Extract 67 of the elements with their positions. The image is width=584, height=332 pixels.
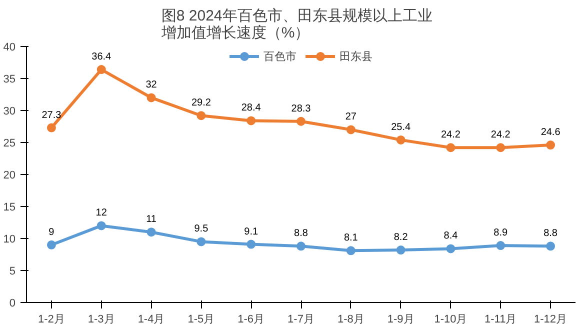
data-label: 12 xyxy=(96,208,108,219)
point xyxy=(346,125,356,134)
data-label: 29.2 xyxy=(191,98,212,109)
point xyxy=(546,140,556,150)
point xyxy=(496,241,506,250)
data-label: 8.9 xyxy=(494,228,508,239)
x-tick-label: 1-2月 xyxy=(38,314,65,326)
data-label: 8.1 xyxy=(344,232,358,244)
data-label: 8.2 xyxy=(394,232,408,244)
point xyxy=(196,237,206,246)
y-tick-label: 10 xyxy=(3,234,16,246)
data-label: 28.4 xyxy=(241,102,262,114)
data-label: 27.3 xyxy=(42,110,62,121)
x-tick-label: 1-12月 xyxy=(534,314,568,326)
data-label: 24.2 xyxy=(440,130,461,141)
x-tick-label: 1-6月 xyxy=(238,314,265,326)
point xyxy=(96,65,106,74)
data-label: 27 xyxy=(345,112,357,123)
legend-label: 田东县 xyxy=(340,50,372,64)
data-label: 32 xyxy=(146,80,158,91)
point xyxy=(296,116,306,126)
y-tick-label: 5 xyxy=(9,266,16,278)
data-label: 9.5 xyxy=(194,224,209,235)
data-label: 24.6 xyxy=(540,127,561,138)
point xyxy=(546,242,556,251)
x-tick-label: 1-5月 xyxy=(188,314,215,326)
point xyxy=(146,93,156,102)
point xyxy=(196,111,206,120)
point xyxy=(396,135,406,144)
y-tick-label: 15 xyxy=(3,202,16,214)
point xyxy=(246,240,256,249)
y-tick-label: 25 xyxy=(3,138,16,150)
data-label: 11 xyxy=(146,214,157,226)
data-label: 9.1 xyxy=(244,226,258,238)
x-tick-label: 1-3月 xyxy=(88,314,115,326)
x-tick-label: 1-4月 xyxy=(138,314,165,326)
data-label: 36.4 xyxy=(92,52,112,63)
x-tick-label: 1-11月 xyxy=(484,314,517,326)
point xyxy=(446,244,456,254)
data-label: 9 xyxy=(48,226,55,238)
point xyxy=(246,116,256,126)
y-tick-label: 40 xyxy=(3,42,16,54)
point xyxy=(296,242,306,251)
point xyxy=(46,240,56,250)
point xyxy=(446,143,456,152)
data-label: 8.4 xyxy=(444,230,458,242)
chart-title: 图8 2024年百色市、田东县规模以上工业增加值增长速度（%） xyxy=(160,8,432,42)
point xyxy=(346,246,356,256)
point xyxy=(46,123,56,132)
y-tick-label: 0 xyxy=(9,298,16,310)
x-tick-label: 1-9月 xyxy=(387,314,414,326)
data-label: 24.2 xyxy=(490,130,511,141)
data-label: 8.8 xyxy=(294,228,308,240)
point xyxy=(96,221,106,230)
y-tick-label: 30 xyxy=(3,106,16,118)
point xyxy=(496,143,506,152)
data-label: 8.8 xyxy=(544,228,558,240)
x-tick-label: 1-7月 xyxy=(288,314,314,326)
point xyxy=(146,228,156,237)
data-label: 28.3 xyxy=(291,103,312,114)
legend-label: 百色市 xyxy=(264,50,296,64)
point xyxy=(396,246,406,255)
y-tick-label: 35 xyxy=(3,74,16,86)
data-label: 25.4 xyxy=(391,122,411,133)
y-tick-label: 20 xyxy=(3,170,16,182)
x-tick-label: 1-10月 xyxy=(434,314,468,326)
x-tick-label: 1-8月 xyxy=(337,314,364,326)
